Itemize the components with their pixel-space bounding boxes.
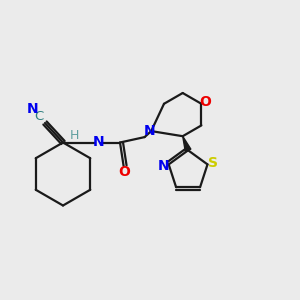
- Text: N: N: [144, 124, 155, 137]
- Text: O: O: [118, 165, 130, 179]
- Text: N: N: [27, 102, 38, 116]
- Text: N: N: [158, 159, 169, 173]
- Text: S: S: [208, 156, 218, 170]
- Text: C: C: [35, 110, 44, 123]
- Text: O: O: [199, 95, 211, 109]
- Polygon shape: [183, 136, 191, 152]
- Text: H: H: [70, 129, 79, 142]
- Text: N: N: [92, 136, 104, 149]
